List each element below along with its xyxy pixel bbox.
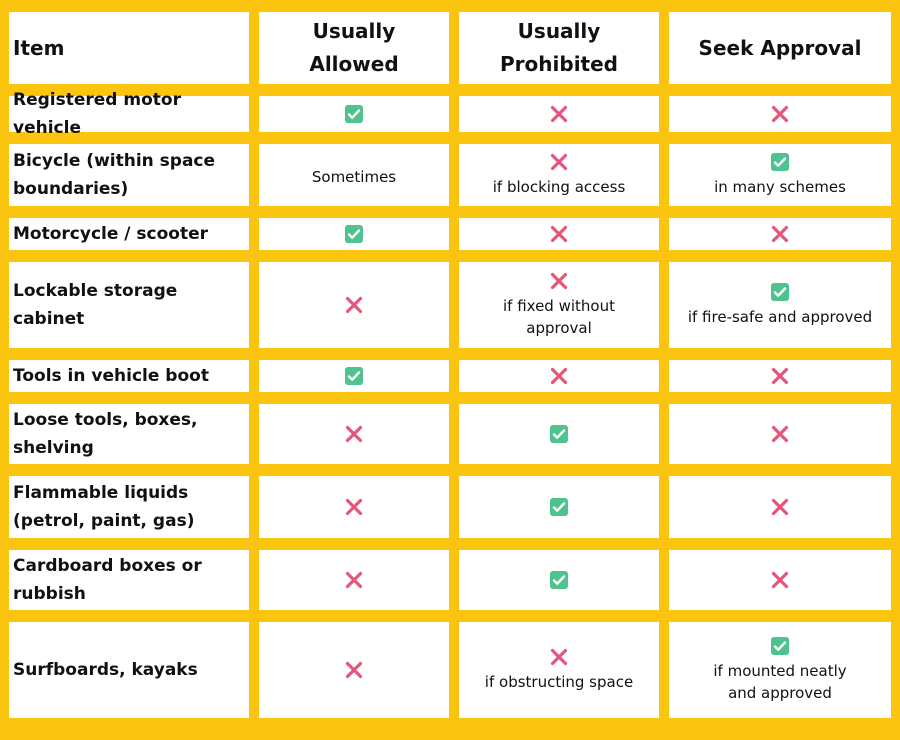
item-cell: Surfboards, kayaks [9, 622, 249, 718]
cross-icon [770, 497, 790, 517]
cell [259, 476, 449, 538]
check-icon [344, 224, 364, 244]
header-cell: Usually Allowed [259, 12, 449, 84]
cell [669, 360, 891, 392]
cell: if fixed without approval [459, 262, 659, 348]
cell [259, 550, 449, 610]
check-icon [344, 366, 364, 386]
item-cell: Registered motor vehicle [9, 90, 249, 138]
item-cell: Lockable storage cabinet [9, 262, 249, 348]
cell [459, 476, 659, 538]
check-icon [770, 636, 790, 656]
note: if blocking access [492, 178, 626, 196]
check-icon [549, 570, 569, 590]
cell [669, 96, 891, 132]
item-cell: Cardboard boxes or rubbish [9, 550, 249, 610]
header-cell: Usually Prohibited [459, 12, 659, 84]
cross-icon [344, 424, 364, 444]
cell: if fire-safe and approved [669, 262, 891, 348]
cross-icon [549, 366, 569, 386]
check-icon [770, 282, 790, 302]
cell [669, 218, 891, 250]
cell [459, 550, 659, 610]
cross-icon [770, 424, 790, 444]
cross-icon [770, 104, 790, 124]
cell [259, 262, 449, 348]
check-icon [344, 104, 364, 124]
cross-icon [770, 224, 790, 244]
cell [259, 96, 449, 132]
item-cell: Flammable liquids (petrol, paint, gas) [9, 476, 249, 538]
cell: Sometimes [259, 144, 449, 206]
item-cell: Loose tools, boxes, shelving [9, 404, 249, 464]
cell [259, 622, 449, 718]
cross-icon [549, 104, 569, 124]
check-icon [549, 424, 569, 444]
cross-icon [344, 660, 364, 680]
header-cell: Item [9, 12, 249, 84]
cell: if mounted neatly and approved [669, 622, 891, 718]
cross-icon [549, 271, 569, 291]
cross-icon [549, 152, 569, 172]
cell [669, 404, 891, 464]
cell [459, 360, 659, 392]
cell: if blocking access [459, 144, 659, 206]
note: if fire-safe and approved [687, 308, 873, 326]
cell [259, 360, 449, 392]
cross-icon [770, 366, 790, 386]
note: Sometimes [311, 168, 397, 186]
cell: in many schemes [669, 144, 891, 206]
check-icon [770, 152, 790, 172]
cell [459, 404, 659, 464]
cell [259, 218, 449, 250]
cell [459, 218, 659, 250]
cross-icon [549, 224, 569, 244]
note: if obstructing space [484, 673, 634, 691]
cross-icon [549, 647, 569, 667]
cross-icon [344, 497, 364, 517]
item-cell: Motorcycle / scooter [9, 218, 249, 250]
item-cell: Tools in vehicle boot [9, 360, 249, 392]
cell [459, 96, 659, 132]
item-cell: Bicycle (within space boundaries) [9, 144, 249, 206]
cell [669, 550, 891, 610]
note: if mounted neatly and approved [713, 662, 847, 702]
cell: if obstructing space [459, 622, 659, 718]
header-cell: Seek Approval [669, 12, 891, 84]
cell [259, 404, 449, 464]
cross-icon [344, 295, 364, 315]
cross-icon [344, 570, 364, 590]
note: if fixed without approval [503, 297, 615, 337]
note: in many schemes [714, 178, 846, 196]
check-icon [549, 497, 569, 517]
cell [669, 476, 891, 538]
cross-icon [770, 570, 790, 590]
